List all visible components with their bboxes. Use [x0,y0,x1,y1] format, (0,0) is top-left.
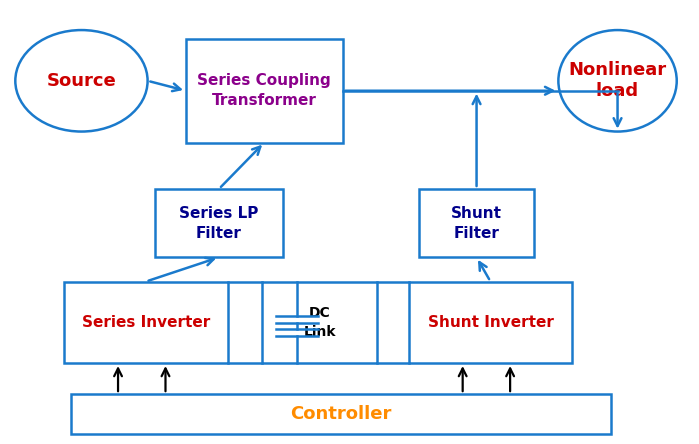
FancyBboxPatch shape [64,281,228,363]
Text: Nonlinear
load: Nonlinear load [568,61,667,100]
Text: Source: Source [47,72,116,90]
Text: Series Inverter: Series Inverter [82,315,210,330]
FancyBboxPatch shape [262,281,377,363]
Text: Shunt Inverter: Shunt Inverter [428,315,554,330]
FancyBboxPatch shape [409,281,572,363]
Ellipse shape [15,30,147,131]
Text: Series Coupling
Transformer: Series Coupling Transformer [197,73,331,108]
FancyBboxPatch shape [154,189,283,257]
FancyBboxPatch shape [71,394,611,434]
Text: Series LP
Filter: Series LP Filter [179,206,259,241]
FancyBboxPatch shape [419,189,534,257]
Text: Shunt
Filter: Shunt Filter [451,206,502,241]
Ellipse shape [559,30,677,131]
FancyBboxPatch shape [186,39,343,143]
Text: DC
Link: DC Link [303,306,336,339]
Text: Controller: Controller [290,405,391,423]
